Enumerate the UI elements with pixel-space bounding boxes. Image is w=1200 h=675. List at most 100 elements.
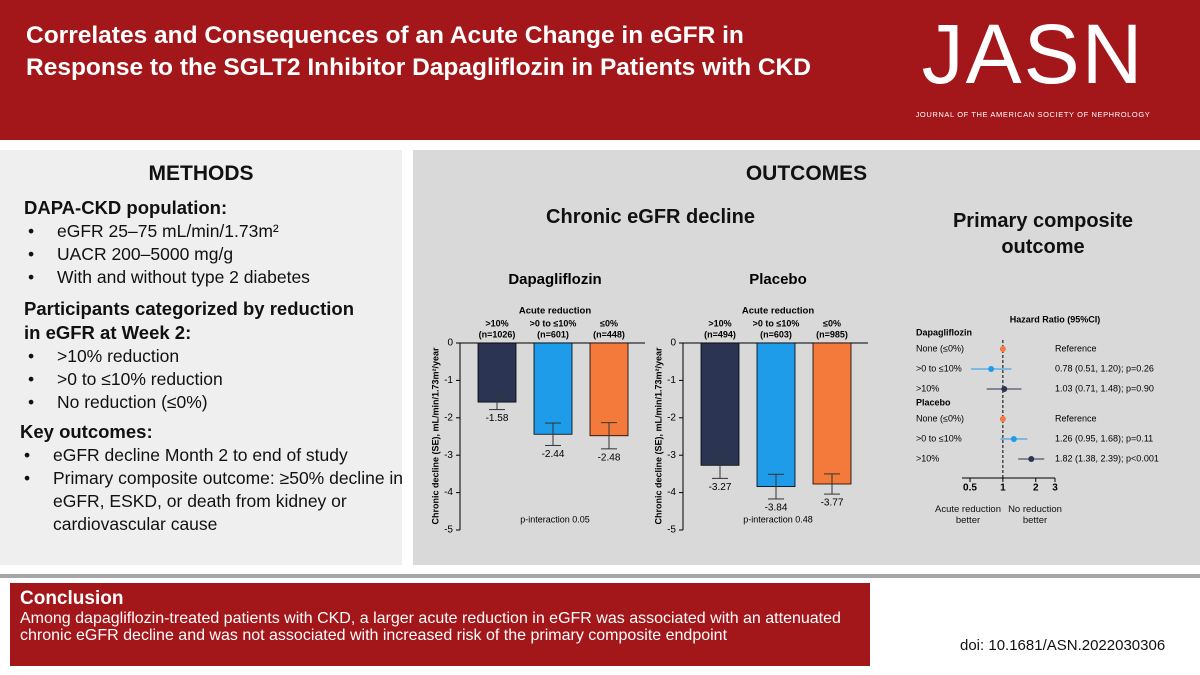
point: [1001, 386, 1008, 392]
y-axis-label: Chronic decline (SE), mL/min/1.73m²/year: [430, 347, 440, 525]
y-tick-label: -2: [444, 412, 453, 423]
category-note: (n=985): [816, 329, 848, 339]
annotation: p-interaction 0.05: [520, 514, 590, 524]
header-band: [0, 0, 1200, 140]
chart-title: Placebo: [749, 271, 807, 288]
population-heading: DAPA-CKD population:: [24, 197, 228, 218]
x-tick-label: ≤0%: [600, 318, 618, 328]
outcomes-list: eGFR decline Month 2 to end of study Pri…: [20, 444, 405, 536]
row-text: 0.78 (0.51, 1.20); p=0.26: [1055, 363, 1154, 373]
y-tick-label: -4: [444, 487, 453, 498]
bullet: UACR 200–5000 mg/g: [24, 243, 402, 266]
row-label: >0 to ≤10%: [916, 433, 962, 443]
outcomes-heading: OUTCOMES: [745, 162, 868, 185]
logo: JASN: [921, 7, 1145, 101]
x-tick-label: >10%: [708, 318, 731, 328]
x-tick-label: >0 to ≤10%: [530, 318, 577, 328]
category-note: (n=1026): [479, 329, 516, 339]
bullet: eGFR 25–75 mL/min/1.73m²: [24, 220, 402, 243]
row-text: Reference: [1055, 413, 1097, 423]
y-tick-label: -2: [667, 412, 676, 423]
title: Correlates and Consequences of an Acute …: [26, 22, 811, 81]
y-tick-label: -1: [444, 375, 453, 386]
x-tick-label: ≤0%: [823, 318, 841, 328]
y-tick-label: -3: [444, 450, 453, 461]
x-tick-label: >0 to ≤10%: [753, 318, 800, 328]
bullet: No reduction (≤0%): [24, 391, 402, 414]
annotation: p-interaction 0.48: [743, 514, 813, 524]
row-text: 1.82 (1.38, 2.39); p<0.001: [1055, 453, 1159, 463]
categories-list: >10% reduction >0 to ≤10% reduction No r…: [24, 345, 402, 414]
value-label: -2.44: [542, 449, 565, 460]
row-label: >10%: [916, 383, 939, 393]
population-list: eGFR 25–75 mL/min/1.73m² UACR 200–5000 m…: [24, 220, 402, 289]
bullet: With and without type 2 diabetes: [24, 266, 402, 289]
value-label: -1.58: [486, 413, 509, 424]
doi: doi: 10.1681/ASN.2022030306: [960, 637, 1166, 654]
row-label: None (≤0%): [916, 413, 964, 423]
chart-subtitle: Acute reduction: [742, 306, 815, 317]
x-tick-label: 2: [1033, 483, 1039, 494]
primary-heading: Primary composite outcome: [952, 210, 1134, 258]
group-label: Placebo: [916, 397, 951, 407]
row-text: Reference: [1055, 343, 1097, 353]
bullet: eGFR decline Month 2 to end of study: [20, 444, 405, 467]
y-tick-label: -5: [667, 525, 676, 536]
bar: [756, 342, 796, 488]
key-outcomes: Key outcomes: eGFR decline Month 2 to en…: [0, 414, 405, 536]
bar: [533, 342, 573, 435]
group-label: Dapagliflozin: [916, 327, 972, 337]
value-label: -3.84: [765, 503, 788, 514]
y-tick-label: -1: [667, 375, 676, 386]
y-tick-label: -4: [667, 487, 676, 498]
row-text: 1.26 (0.95, 1.68); p=0.11: [1055, 433, 1153, 443]
x-tick-label: 3: [1052, 483, 1058, 494]
x-tick-label: 0.5: [963, 483, 977, 494]
methods-body: DAPA-CKD population: eGFR 25–75 mL/min/1…: [0, 186, 402, 414]
x-tick-label: >10%: [485, 318, 508, 328]
logo-subtitle: JOURNAL OF THE AMERICAN SOCIETY OF NEPHR…: [915, 110, 1151, 119]
value-label: -3.27: [709, 482, 732, 493]
point: [1028, 456, 1035, 462]
forest-title: Hazard Ratio (95%CI): [1010, 314, 1101, 324]
conclusion-box: Conclusion Among dapagliflozin-treated p…: [10, 583, 870, 666]
conclusion-heading: Conclusion: [20, 588, 124, 609]
row-label: None (≤0%): [916, 343, 964, 353]
x-label-right: No reduction better: [1008, 504, 1062, 526]
point: [999, 416, 1006, 422]
point: [988, 366, 995, 372]
y-axis-label: Chronic decline (SE), mL/min/1.73m²/year: [653, 347, 663, 525]
bar: [700, 342, 740, 466]
bar: [812, 342, 852, 485]
outcomes-heading: Key outcomes:: [20, 421, 153, 442]
row-label: >0 to ≤10%: [916, 363, 962, 373]
chart-title: Dapagliflozin: [508, 271, 601, 288]
bullet: >10% reduction: [24, 345, 402, 368]
y-tick-label: 0: [670, 338, 676, 349]
chart-subtitle: Acute reduction: [519, 306, 592, 317]
bar: [589, 342, 629, 437]
bullet: Primary composite outcome: ≥50% decline …: [20, 467, 405, 536]
x-label-left: Acute reduction better: [934, 504, 1001, 526]
value-label: -3.77: [821, 498, 844, 509]
divider: [0, 574, 1200, 578]
y-tick-label: -5: [444, 525, 453, 536]
conclusion-text: Among dapagliflozin-treated patients wit…: [20, 610, 841, 644]
methods-panel: METHODS DAPA-CKD population: eGFR 25–75 …: [0, 150, 405, 565]
row-text: 1.03 (0.71, 1.48); p=0.90: [1055, 383, 1154, 393]
category-note: (n=494): [704, 329, 736, 339]
x-tick-label: 1: [1000, 483, 1006, 494]
chronic-heading: Chronic eGFR decline: [546, 206, 755, 228]
point: [999, 346, 1006, 352]
point: [1010, 436, 1017, 442]
categories-heading: Participants categorized by reduction in…: [24, 298, 354, 343]
y-tick-label: -3: [667, 450, 676, 461]
methods-heading: METHODS: [148, 162, 254, 185]
y-tick-label: 0: [447, 338, 453, 349]
bar: [477, 342, 517, 403]
value-label: -2.48: [598, 452, 621, 463]
bullet: >0 to ≤10% reduction: [24, 368, 402, 391]
